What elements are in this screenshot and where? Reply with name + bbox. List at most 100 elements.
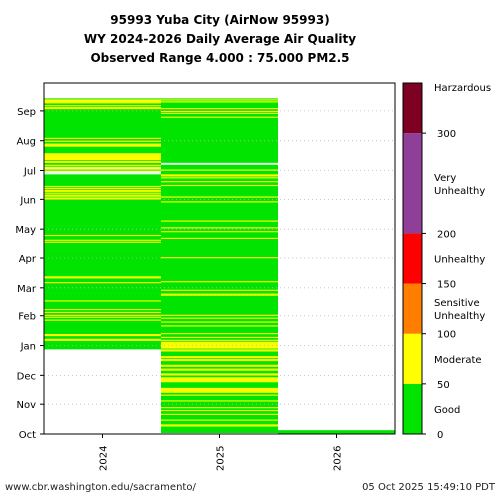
cell-2025-day-268-moderate [161, 175, 278, 177]
cell-2025-day-333-moderate [161, 112, 278, 114]
cell-2025-day-144-moderate [161, 294, 278, 296]
cell-2025-day-91-moderate [161, 345, 278, 347]
chart-title-line-2: WY 2024-2026 Daily Average Air Quality [84, 32, 356, 46]
colorbar-band-very-unhealthy [403, 133, 422, 234]
cell-2024-day-247-moderate [44, 195, 161, 197]
cell-2025-day-80-moderate [161, 356, 278, 358]
cell-2024-day-98-moderate [44, 338, 161, 340]
footer-url[interactable]: www.cbr.washington.edu/sacramento/ [5, 482, 196, 493]
cell-2024-day-103-moderate [44, 333, 161, 336]
cell-2025-day-258-moderate [161, 184, 278, 187]
cell-2024-day-126-moderate [44, 311, 161, 314]
cell-2025-day-158-moderate [161, 281, 278, 283]
cell-2024-day-250-moderate [44, 192, 161, 194]
cell-2025-day-57-moderate [161, 378, 278, 380]
colorbar-category-label-4: Unhealthy [434, 255, 485, 266]
cell-2024-day-282-moderate [44, 161, 161, 164]
x-axis: 2024 2025 2026 [99, 434, 344, 471]
cell-2025-day-214-moderate [161, 227, 278, 229]
footer-timestamp: 05 Oct 2025 15:49:10 PDT [362, 482, 496, 493]
cell-2025-day-335-moderate [161, 110, 278, 113]
cell-2024-day-345-moderate [44, 101, 161, 103]
colorbar-tick-label-0: 0 [437, 430, 443, 441]
cell-2024-day-289-moderate [44, 155, 161, 157]
colorbar-band-unhealthy [403, 233, 422, 284]
cell-2024-day-344-moderate [44, 102, 161, 104]
colorbar-tick-label-100: 100 [437, 330, 456, 341]
cell-2024-day-118-moderate [44, 319, 161, 321]
cell-2025-day-274-moderate [161, 169, 278, 171]
y-tick-label-apr: Apr [19, 254, 37, 265]
y-axis: Oct Nov Dec Jan Feb Mar Apr May Jun Jul Aug Sep [15, 107, 44, 441]
y-tick-label-jan: Jan [20, 342, 36, 353]
y-tick-label-jul: Jul [23, 167, 36, 178]
cell-2024-day-276-missing [44, 167, 161, 169]
x-tick-label-2025: 2025 [216, 446, 227, 471]
colorbar: 0 50 100 150 200 300 Good Moderate Sensitive Unhe… [402, 82, 491, 441]
cell-2025-day-56-moderate [161, 379, 278, 381]
cell-2024-day-291-moderate [44, 153, 161, 155]
cell-2025-day-40-moderate [161, 394, 278, 396]
cell-2025-day-112-moderate [161, 325, 278, 327]
colorbar-tick-label-200: 200 [437, 229, 456, 240]
cell-2024-day-338-moderate [44, 108, 161, 110]
cell-2025-day-120-moderate [161, 317, 278, 319]
cell-2025-day-14-moderate [161, 419, 278, 421]
x-tick-label-2024: 2024 [99, 446, 110, 471]
colorbar-band-moderate [403, 333, 422, 384]
cell-2025-day-55-moderate [161, 380, 278, 382]
cell-2024-day-304-moderate [44, 140, 161, 142]
cell-2025-day-34-moderate [161, 400, 278, 402]
cell-2024-day-129-moderate [44, 308, 161, 311]
cell-2025-day-54-moderate [161, 381, 278, 383]
cell-2025-day-66-moderate [161, 369, 278, 371]
colorbar-band-sensitive-unhealthy [403, 283, 422, 334]
x-tick-label-2026: 2026 [333, 446, 344, 471]
cell-2025-day-281-missing [161, 162, 278, 164]
cell-2024-day-285-moderate [44, 158, 161, 161]
y-tick-label-mar: Mar [17, 284, 37, 295]
cell-2025-day-149-moderate [161, 289, 278, 291]
cell-2024-day-252-moderate [44, 190, 161, 192]
colorbar-tick-label-150: 150 [437, 280, 456, 291]
colorbar-category-label-5: Very Unhealthy [434, 173, 485, 197]
y-tick-label-aug: Aug [16, 137, 36, 148]
cell-2024-day-270-missing [44, 173, 161, 175]
cell-2024-day-123-moderate [44, 314, 161, 316]
cell-2025-day-43-moderate [161, 391, 278, 393]
cell-2025-day-77-moderate [161, 358, 278, 361]
y-tick-label-sep: Sep [17, 107, 36, 118]
cell-2024-day-347-moderate [44, 99, 161, 101]
cell-2025-day-62-moderate [161, 373, 278, 375]
cell-2024-day-279-moderate [44, 164, 161, 166]
cell-2024-day-157-moderate [44, 282, 161, 284]
cell-2024-day-271-missing [44, 172, 161, 174]
cell-2025-day-100-moderate [161, 336, 278, 339]
cell-2025-day-183-moderate [161, 257, 278, 259]
cell-2025-day-87-moderate [161, 349, 278, 351]
cell-2024-day-339-moderate [44, 107, 161, 109]
colorbar-frame [402, 82, 423, 435]
cell-2025-day-58-moderate [161, 377, 278, 379]
cell-2025-day-24-moderate [161, 409, 278, 412]
cell-2025-day-329-moderate [161, 116, 278, 118]
cell-2024-day-245-moderate [44, 197, 161, 199]
cell-2024-day-273-moderate [44, 170, 161, 172]
cell-2025-day-92-moderate [161, 344, 278, 346]
cell-2024-day-299-moderate [44, 145, 161, 147]
colorbar-tick-label-300: 300 [437, 129, 456, 140]
cell-2025-day-46-moderate [161, 388, 278, 390]
cell-2025-day-145-moderate [161, 293, 278, 295]
y-tick-label-nov: Nov [16, 400, 36, 411]
colorbar-band-harzardous [403, 83, 422, 134]
cell-2024-day-253-moderate [44, 189, 161, 191]
cell-2025-day-269-moderate [161, 174, 278, 176]
colorbar-category-label-6: Harzardous [434, 83, 491, 94]
cell-2024-day-163-moderate [44, 276, 161, 278]
cell-2024-day-248-moderate [44, 194, 161, 196]
cell-2025-day-266-moderate [161, 177, 278, 179]
cell-2025-day-94-moderate [161, 342, 278, 344]
cell-2025-day-345-moderate [161, 101, 278, 103]
cell-2025-day-67-moderate [161, 368, 278, 370]
cell-2024-day-287-moderate [44, 157, 161, 159]
